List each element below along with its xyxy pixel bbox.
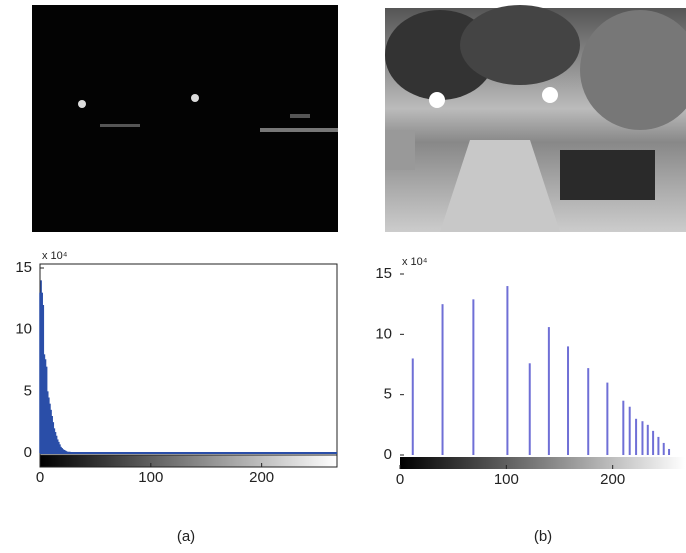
bar bbox=[506, 286, 509, 455]
bar bbox=[64, 450, 67, 453]
bar bbox=[49, 403, 51, 453]
bar bbox=[39, 292, 41, 453]
bar bbox=[528, 363, 531, 455]
bar bbox=[622, 400, 625, 455]
bar bbox=[652, 430, 655, 455]
bar bbox=[61, 448, 63, 453]
bar bbox=[63, 449, 66, 453]
y-tick-label: 5 bbox=[24, 382, 32, 399]
x-tick-label: 0 bbox=[396, 471, 404, 488]
caption: (a) bbox=[177, 528, 195, 545]
gray-strip bbox=[400, 457, 685, 469]
bar bbox=[411, 358, 414, 455]
x-tick-label: 100 bbox=[138, 469, 163, 486]
bar bbox=[472, 299, 475, 455]
bar bbox=[662, 442, 665, 455]
bar bbox=[606, 382, 609, 455]
y-tick-label: 15 bbox=[375, 265, 392, 282]
bar bbox=[41, 292, 43, 453]
bar bbox=[62, 449, 65, 453]
bar bbox=[42, 305, 45, 453]
bar bbox=[58, 441, 60, 453]
bar bbox=[628, 406, 631, 455]
bar bbox=[51, 416, 53, 453]
bar bbox=[59, 444, 61, 453]
bar bbox=[657, 436, 660, 455]
dark-image bbox=[32, 5, 338, 232]
bar bbox=[56, 439, 59, 453]
bar bbox=[40, 280, 42, 453]
y-tick-label: 15 bbox=[15, 259, 32, 276]
y-tick-label: 0 bbox=[24, 444, 32, 461]
bar bbox=[441, 304, 444, 455]
bar bbox=[43, 354, 46, 453]
bar bbox=[54, 432, 57, 453]
bar bbox=[45, 366, 48, 453]
enhanced-image bbox=[385, 5, 686, 232]
x-tick-label: 100 bbox=[494, 471, 519, 488]
bar bbox=[47, 391, 49, 453]
bar bbox=[60, 446, 62, 453]
y-multiplier: x 10⁴ bbox=[42, 250, 68, 262]
bar bbox=[52, 422, 55, 453]
bar bbox=[48, 397, 50, 453]
bar bbox=[44, 359, 47, 453]
y-tick-label: 10 bbox=[15, 321, 32, 338]
bar bbox=[547, 327, 550, 455]
bar bbox=[567, 346, 570, 455]
x-tick-label: 200 bbox=[249, 469, 274, 486]
bar bbox=[646, 424, 649, 455]
x-tick-label: 0 bbox=[36, 469, 44, 486]
bar bbox=[635, 418, 638, 455]
caption: (b) bbox=[534, 528, 552, 545]
bar bbox=[668, 448, 671, 455]
y-multiplier: x 10⁴ bbox=[402, 256, 428, 268]
plot-frame bbox=[39, 263, 338, 468]
bar bbox=[55, 435, 58, 453]
gray-strip bbox=[39, 454, 338, 468]
bar bbox=[53, 428, 56, 453]
bar bbox=[641, 421, 644, 455]
y-tick-label: 5 bbox=[384, 386, 392, 403]
x-tick-label: 200 bbox=[600, 471, 625, 488]
y-tick-label: 0 bbox=[384, 446, 392, 463]
bar bbox=[587, 368, 590, 455]
y-tick-label: 10 bbox=[375, 325, 392, 342]
bar bbox=[50, 409, 52, 453]
